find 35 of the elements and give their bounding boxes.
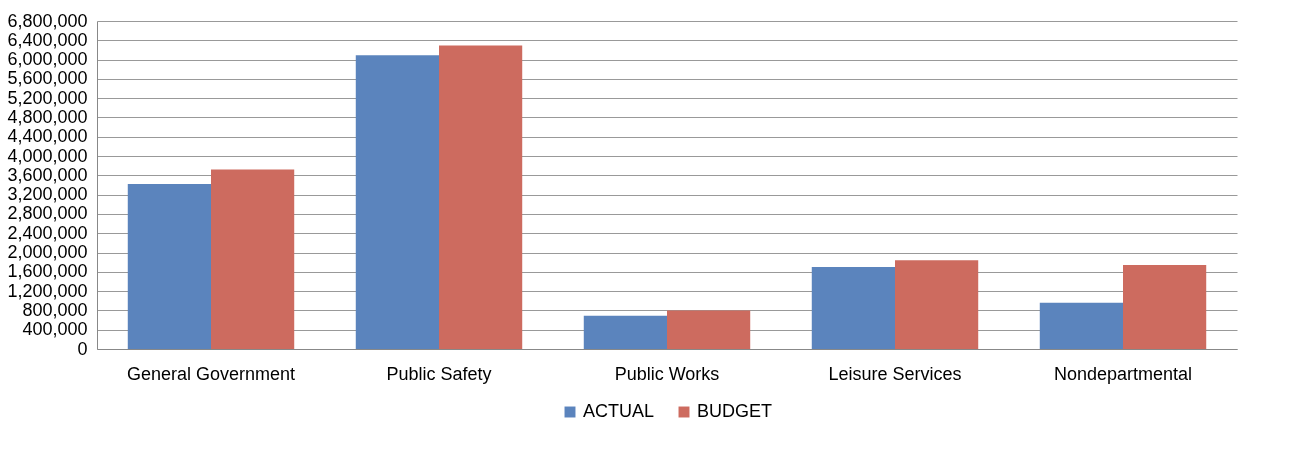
y-tick-label: 1,600,000	[7, 261, 88, 282]
y-tick-label: 2,800,000	[7, 203, 88, 224]
bar	[895, 260, 979, 349]
y-tick-label: 3,600,000	[7, 164, 88, 185]
x-tick-label: Leisure Services	[828, 363, 962, 384]
y-tick-label: 5,200,000	[7, 87, 88, 108]
bar	[211, 169, 295, 349]
x-tick-label: Public Works	[614, 363, 720, 384]
y-tick-label: 0	[77, 338, 88, 359]
y-tick-label: 1,200,000	[7, 280, 88, 301]
y-tick-label: 6,800,000	[7, 10, 88, 31]
legend-label: ACTUAL	[583, 401, 655, 421]
y-tick-label: 400,000	[22, 319, 88, 340]
y-tick-label: 6,000,000	[7, 49, 88, 70]
y-tick-label: 4,800,000	[7, 106, 88, 127]
bar	[127, 184, 211, 349]
x-tick-label: Public Safety	[386, 363, 492, 384]
y-tick-label: 5,600,000	[7, 68, 88, 89]
bar	[811, 267, 895, 349]
bar	[583, 315, 667, 349]
x-tick-label: General Government	[126, 363, 296, 384]
bar	[1123, 265, 1207, 349]
y-tick-label: 800,000	[22, 299, 88, 320]
y-tick-label: 6,400,000	[7, 29, 88, 50]
y-tick-label: 2,000,000	[7, 242, 88, 263]
y-tick-label: 4,400,000	[7, 126, 88, 147]
y-tick-label: 3,200,000	[7, 184, 88, 205]
x-tick-label: Nondepartmental	[1053, 363, 1193, 384]
bar	[439, 45, 523, 349]
y-tick-label: 2,400,000	[7, 222, 88, 243]
bar	[1039, 302, 1123, 349]
bar	[667, 310, 751, 349]
legend-label: BUDGET	[697, 401, 773, 421]
y-tick-label: 4,000,000	[7, 145, 88, 166]
bar	[355, 55, 439, 349]
